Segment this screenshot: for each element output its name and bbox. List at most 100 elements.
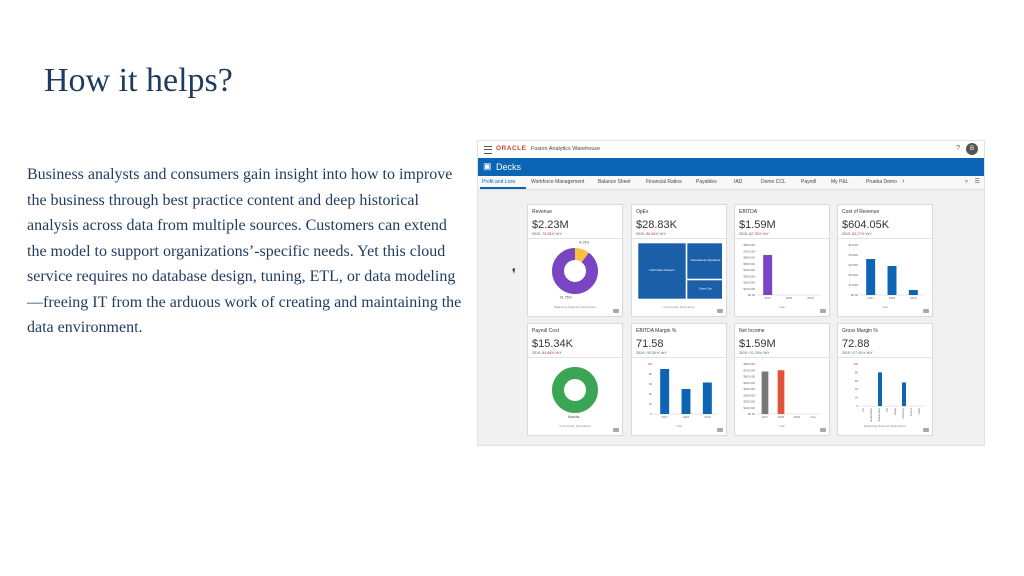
y-tick-label: $600,000 <box>743 256 755 260</box>
x-tick-label: France <box>909 407 913 416</box>
card-divider <box>838 238 932 239</box>
card-options-icon[interactable] <box>717 428 723 432</box>
user-avatar[interactable]: B <box>966 143 978 155</box>
tab-payables[interactable]: Payables <box>696 179 717 185</box>
x-tick-label: 2019 <box>910 296 917 300</box>
x-tick-label: 2018 <box>889 296 896 300</box>
y-tick-label: $800,000 <box>743 362 755 366</box>
y-tick-label: $0.00 <box>748 293 755 297</box>
card-footer: Year <box>778 424 786 428</box>
comparison-year: 2019 <box>842 351 851 355</box>
kpi-card-ebitda[interactable]: EBITDA $1.59M 2019 -82.78% YoY Year $800,000… <box>734 204 830 317</box>
card-title: EBITDA <box>739 209 758 215</box>
y-tick-label: 0 <box>650 412 652 416</box>
tab-profit-and-loss[interactable]: Profit and Loss <box>482 179 516 185</box>
card-footer: Balancing Segment Description <box>554 305 596 309</box>
treemap-label: Dana Ops <box>699 287 712 291</box>
help-icon[interactable]: ? <box>956 145 960 152</box>
kpi-card-opex[interactable]: OpEx $28.83K 2019 -86.46% YoY Cost Center D… <box>631 204 727 317</box>
comparison-change: -84.27% <box>851 232 865 236</box>
kpi-card-gross-margin-[interactable]: Gross Margin % 72.88 2019 +27.45% YoY Balan… <box>837 323 933 436</box>
card-footer: Year <box>881 305 889 309</box>
card-options-icon[interactable] <box>820 428 826 432</box>
x-tick-label: Canada West <box>869 408 873 422</box>
x-tick-label: 2018 <box>683 415 690 419</box>
tab-my-p-l[interactable]: My P&L <box>831 179 849 185</box>
y-tick-label: 80 <box>855 370 859 374</box>
chevron-right-icon[interactable]: › <box>902 178 905 185</box>
hamburger-icon[interactable] <box>484 146 492 154</box>
comparison-label: YoY <box>658 232 666 236</box>
bar <box>887 266 897 295</box>
card-value: 71.58 <box>636 338 664 350</box>
filter-icon[interactable]: ▿ <box>964 179 968 185</box>
tab-prueba-demo[interactable]: Prueba Demo <box>866 179 897 185</box>
card-divider <box>528 238 622 239</box>
y-tick-label: $300,000 <box>743 274 755 278</box>
kpi-card-ebitda-margin-[interactable]: EBITDA Margin % 71.58 2019 +30.56% YoY Year… <box>631 323 727 436</box>
x-tick-label: 2017 <box>662 415 669 419</box>
tab-payroll[interactable]: Payroll <box>801 179 817 185</box>
card-options-icon[interactable] <box>923 309 929 313</box>
tab-financial-ratios[interactable]: Financial Ratios <box>646 179 682 185</box>
menu-icon[interactable]: ☰ <box>974 179 980 185</box>
y-tick-label: 100 <box>647 362 652 366</box>
card-title: Cost of Revenue <box>842 209 880 215</box>
kpi-card-net-income[interactable]: Net Income $1.59M 2019 +11.25% YoY Year $800… <box>734 323 830 436</box>
y-tick-label: 60 <box>855 379 859 383</box>
y-tick-label: $4.00M <box>849 253 859 257</box>
card-options-icon[interactable] <box>613 428 619 432</box>
card-footer: Year <box>675 424 683 428</box>
y-tick-label: $1.00M <box>849 283 859 287</box>
y-tick-label: $200,000 <box>743 400 755 404</box>
x-tick-label: 2019 <box>807 296 814 300</box>
tab-demo-ccl[interactable]: Demo CCL <box>761 179 786 185</box>
active-tab-indicator <box>480 187 526 189</box>
tab-workforce-management[interactable]: Workforce Management <box>531 179 585 185</box>
x-tick-label: 2019 <box>794 415 801 419</box>
y-tick-label: 0 <box>856 404 858 408</box>
card-value: $28.83K <box>636 219 677 231</box>
x-tick-label: 2019 <box>704 415 711 419</box>
kpi-card-payroll-cost[interactable]: Payroll Cost $15.34K 2019 -84.88% YoY Cost … <box>527 323 623 436</box>
y-tick-label: $300,000 <box>743 393 755 397</box>
tab-iad[interactable]: IAD <box>734 179 743 185</box>
comparison-label: YoY <box>554 232 562 236</box>
card-title: OpEx <box>636 209 649 215</box>
section-header: ▣ Decks <box>478 158 984 176</box>
comparison-label: YoY <box>554 351 562 355</box>
y-tick-label: $700,000 <box>743 368 755 372</box>
card-comparison: 2019 -86.46% YoY <box>636 232 666 236</box>
x-tick-label: Other <box>917 408 921 415</box>
y-tick-label: $0.00 <box>748 412 755 416</box>
treemap-label: Field Sales Western <box>650 268 675 272</box>
tab-balance-sheet[interactable]: Balance Sheet <box>598 179 631 185</box>
card-options-icon[interactable] <box>613 309 619 313</box>
y-tick-label: 100 <box>853 362 858 366</box>
card-options-icon[interactable] <box>923 428 929 432</box>
deck-tabs: › ▿ ☰ Profit and Loss Workforce Managemen… <box>478 176 984 190</box>
kpi-card-revenue[interactable]: Revenue $2.23M 2019 -75.08% YoY Balancing S… <box>527 204 623 317</box>
x-tick-label: Japan <box>893 407 897 415</box>
kpi-card-cost-of-revenue[interactable]: Cost of Revenue $604.05K 2019 -84.27% YoY Y… <box>837 204 933 317</box>
card-value: $1.59M <box>739 219 776 231</box>
card-value: $15.34K <box>532 338 573 350</box>
donut-slice <box>552 248 598 294</box>
donut-slice <box>552 367 598 413</box>
slide-body-text: Business analysts and consumers gain ins… <box>27 166 462 336</box>
y-tick-label: $100,000 <box>743 406 755 410</box>
slide-title: How it helps? <box>44 62 233 99</box>
y-tick-label: $800,000 <box>743 243 755 247</box>
chart: 8.25% 91.75% <box>552 241 598 299</box>
y-tick-label: 60 <box>649 382 653 386</box>
y-tick-label: $500,000 <box>743 262 755 266</box>
card-value: $2.23M <box>532 219 569 231</box>
comparison-change: -84.88% <box>541 351 555 355</box>
chart: 100% Manufa... <box>552 367 598 419</box>
chart: $800,000 $700,000 $600,000 $500,000 $400,000… <box>743 243 821 300</box>
card-divider <box>632 357 726 358</box>
card-options-icon[interactable] <box>820 309 826 313</box>
comparison-year: 2019 <box>532 351 541 355</box>
comparison-year: 2019 <box>532 232 541 236</box>
card-options-icon[interactable] <box>717 309 723 313</box>
